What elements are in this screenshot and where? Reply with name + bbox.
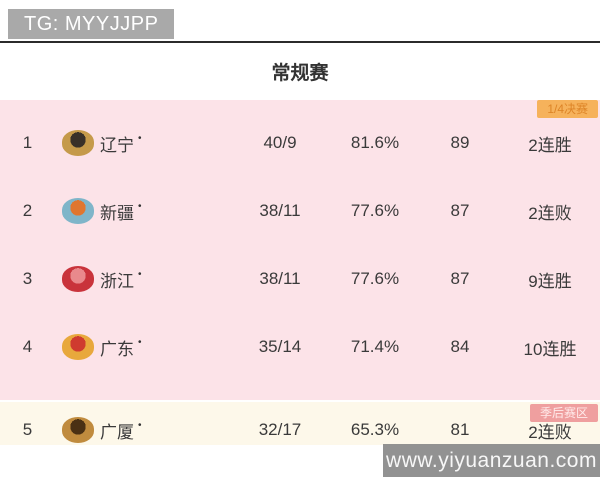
table-row: 2 新疆 • 38/11 77.6% 87 2连败 bbox=[0, 177, 600, 245]
points-cell: 81 bbox=[450, 420, 470, 439]
quarterfinal-zone-badge: 1/4决赛 bbox=[537, 100, 598, 118]
team-marker-dot: • bbox=[138, 268, 142, 280]
tg-channel-badge: TG: MYYJJPP bbox=[8, 9, 175, 39]
zhejiang-logo bbox=[61, 266, 94, 292]
rank-cell: 3 bbox=[22, 269, 33, 288]
rank-cell: 1 bbox=[22, 133, 33, 152]
win-pct-cell: 77.6% bbox=[350, 269, 400, 288]
win-pct-cell: 71.4% bbox=[350, 337, 400, 356]
win-pct-cell: 65.3% bbox=[350, 420, 400, 439]
liaoning-logo bbox=[61, 130, 94, 156]
team-name: 广东 bbox=[100, 339, 134, 359]
table-row: 5 广厦 • 32/17 65.3% 81 2连败 bbox=[0, 416, 600, 444]
record-cell: 35/14 bbox=[258, 337, 302, 356]
win-pct-cell: 81.6% bbox=[350, 133, 400, 152]
team-cell: 广东 • bbox=[100, 335, 230, 360]
streak-cell: 9连胜 bbox=[528, 271, 572, 291]
table-row: 3 浙江 • 38/11 77.6% 87 9连胜 bbox=[0, 245, 600, 313]
team-name: 新疆 bbox=[100, 203, 134, 223]
guangsha-logo bbox=[61, 417, 94, 443]
watermark-url: www.yiyuanzuan.com bbox=[386, 448, 597, 472]
header-divider bbox=[0, 41, 600, 43]
team-cell: 广厦 • bbox=[100, 418, 230, 443]
points-cell: 87 bbox=[450, 269, 470, 288]
team-marker-dot: • bbox=[138, 419, 142, 431]
points-cell: 87 bbox=[450, 201, 470, 220]
rank-cell: 5 bbox=[22, 420, 33, 439]
xinjiang-logo bbox=[61, 198, 94, 224]
record-cell: 40/9 bbox=[263, 133, 297, 152]
points-cell: 89 bbox=[450, 133, 470, 152]
rank-cell: 2 bbox=[22, 201, 33, 220]
page-title: 常规赛 bbox=[271, 63, 329, 84]
streak-cell: 10连胜 bbox=[523, 339, 577, 359]
record-cell: 32/17 bbox=[258, 420, 302, 439]
team-name: 浙江 bbox=[100, 271, 134, 291]
rank-cell: 4 bbox=[22, 337, 33, 356]
record-cell: 38/11 bbox=[259, 269, 301, 288]
team-marker-dot: • bbox=[138, 132, 142, 144]
team-name: 辽宁 bbox=[100, 135, 134, 155]
streak-cell: 2连败 bbox=[528, 203, 572, 223]
standings-section-top: 1/4决赛 1 辽宁 • 40/9 81.6% 89 2连胜 2 新疆 • 38… bbox=[0, 100, 600, 400]
team-cell: 浙江 • bbox=[100, 267, 230, 292]
team-marker-dot: • bbox=[138, 336, 142, 348]
standings-section-playoff: 季后赛区 5 广厦 • 32/17 65.3% 81 2连败 bbox=[0, 402, 600, 445]
table-row: 4 广东 • 35/14 71.4% 84 10连胜 bbox=[0, 313, 600, 381]
watermark-bar: www.yiyuanzuan.com bbox=[383, 444, 600, 477]
team-name: 广厦 bbox=[100, 422, 134, 442]
team-cell: 辽宁 • bbox=[100, 131, 230, 156]
team-marker-dot: • bbox=[138, 200, 142, 212]
points-cell: 84 bbox=[450, 337, 470, 356]
team-cell: 新疆 • bbox=[100, 199, 230, 224]
guangdong-logo bbox=[61, 334, 94, 360]
playoff-zone-badge: 季后赛区 bbox=[529, 404, 598, 422]
streak-cell: 2连胜 bbox=[528, 135, 572, 155]
table-row: 1 辽宁 • 40/9 81.6% 89 2连胜 bbox=[0, 109, 600, 177]
record-cell: 38/11 bbox=[259, 201, 301, 220]
win-pct-cell: 77.6% bbox=[350, 201, 400, 220]
streak-cell: 2连败 bbox=[528, 422, 572, 442]
